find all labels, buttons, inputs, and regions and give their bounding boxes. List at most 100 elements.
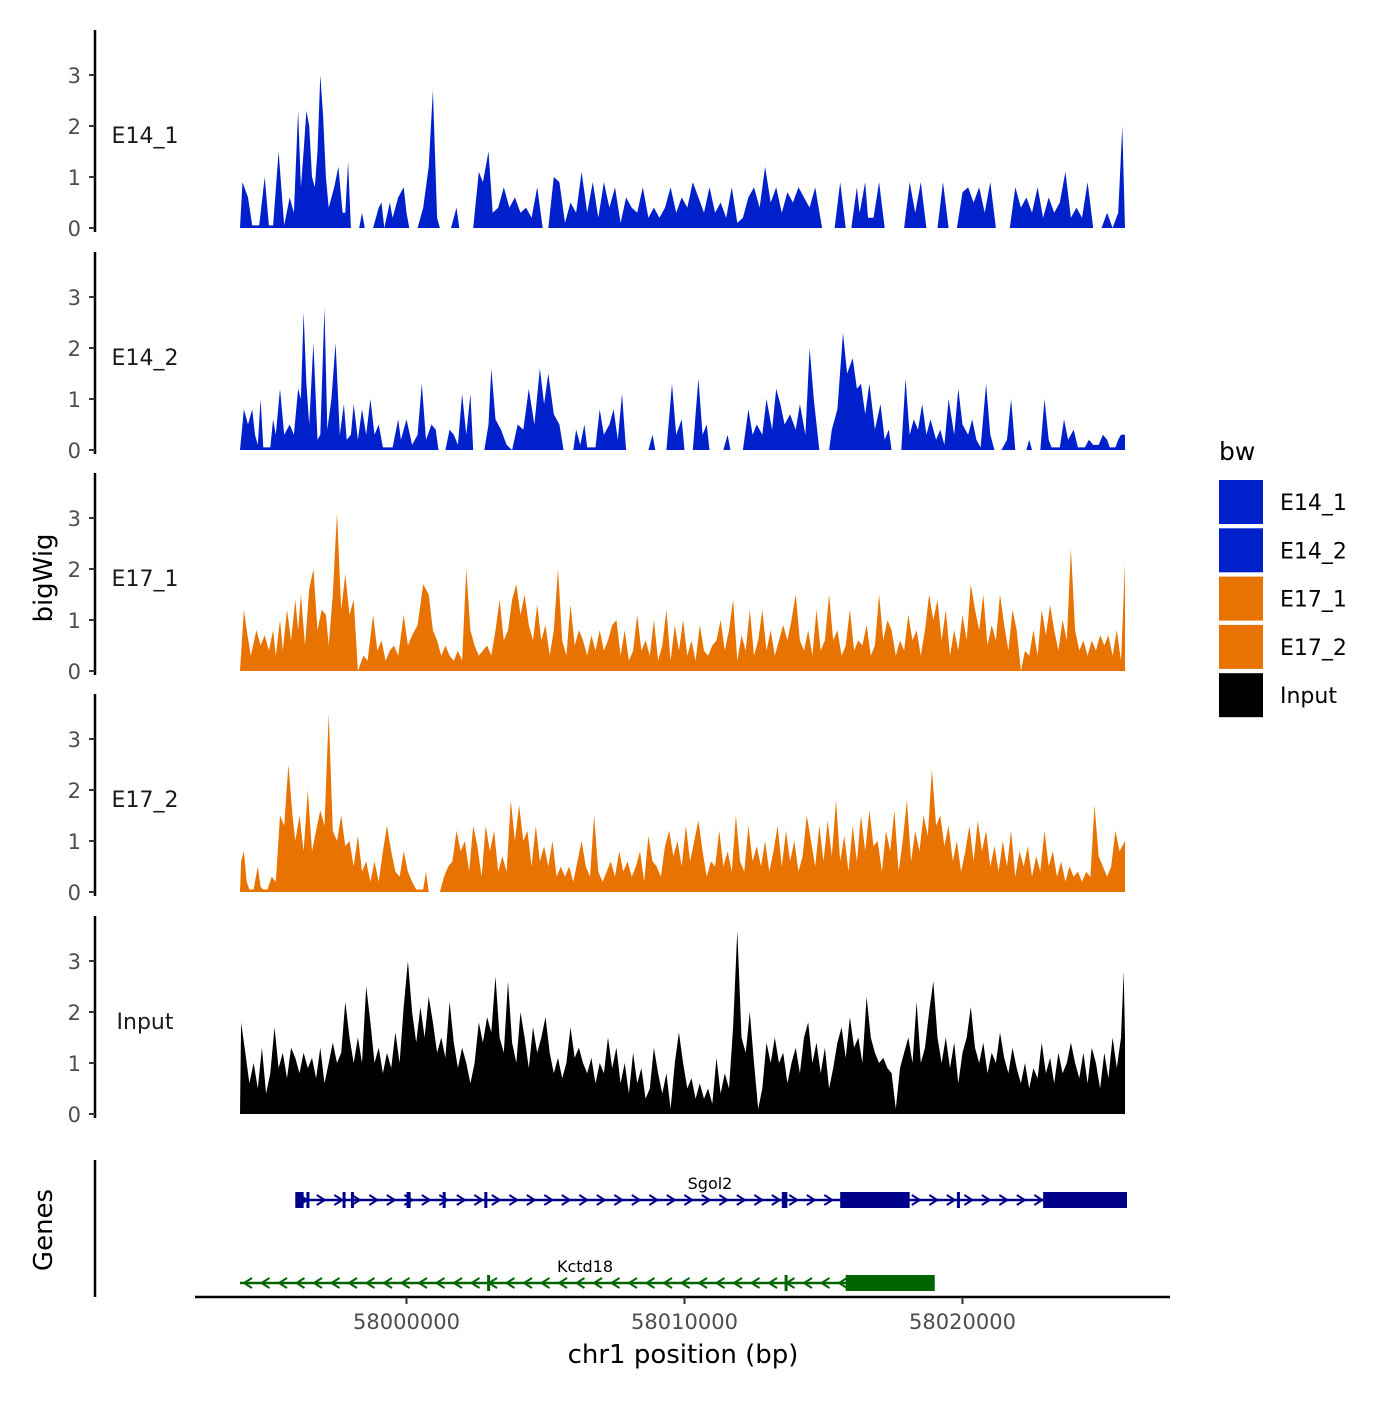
legend-item-input: Input bbox=[1219, 673, 1337, 718]
track-e17-2: 0 1 2 3 E17_2 bbox=[68, 694, 1125, 905]
strand-arrow bbox=[399, 1277, 411, 1289]
exon bbox=[781, 1192, 788, 1208]
strand-arrow bbox=[609, 1277, 621, 1289]
strand-arrow bbox=[627, 1277, 638, 1289]
legend-title: bw bbox=[1219, 437, 1255, 466]
track-e14-2: 0 1 2 3 E14_2 bbox=[68, 252, 1125, 463]
strand-arrow bbox=[543, 1194, 555, 1206]
exon bbox=[487, 1275, 491, 1291]
strand-arrow bbox=[714, 1277, 726, 1289]
track-label: Input bbox=[117, 1010, 174, 1035]
signal-area-e17_2 bbox=[240, 713, 1125, 892]
legend-label: Input bbox=[1280, 684, 1337, 709]
exon bbox=[956, 1192, 960, 1208]
strand-arrow bbox=[683, 1194, 695, 1206]
strand-arrow bbox=[294, 1277, 306, 1289]
strand-arrow bbox=[526, 1194, 537, 1206]
strand-arrow bbox=[701, 1194, 712, 1206]
strand-arrow bbox=[749, 1277, 761, 1289]
y-tick-label: 3 bbox=[68, 64, 81, 88]
legend: bw E14_1 E14_2 E17_1 E17_2 Input bbox=[1219, 437, 1347, 718]
strand-arrow bbox=[697, 1277, 708, 1289]
exon bbox=[442, 1192, 446, 1208]
x-tick-label: 58010000 bbox=[631, 1310, 738, 1334]
legend-swatch bbox=[1219, 624, 1263, 669]
signal-area-e14_1 bbox=[240, 75, 1125, 228]
y-tick-label: 1 bbox=[68, 609, 81, 633]
y-tick-label: 1 bbox=[68, 830, 81, 854]
strand-arrow bbox=[666, 1194, 677, 1206]
strand-arrow bbox=[662, 1277, 673, 1289]
genes-track: Sgol2 Kctd18 bbox=[93, 1160, 1127, 1297]
strand-arrow bbox=[946, 1194, 957, 1206]
y-tick-label: 2 bbox=[68, 337, 81, 361]
strand-arrow bbox=[613, 1194, 625, 1206]
strand-arrow bbox=[928, 1194, 940, 1206]
strand-arrow bbox=[837, 1277, 848, 1289]
track-e14-1: 0 1 2 3 E14_1 bbox=[68, 30, 1125, 241]
y-tick-label: 3 bbox=[68, 286, 81, 310]
legend-swatch bbox=[1219, 480, 1263, 524]
exon bbox=[840, 1192, 910, 1208]
y-tick-label: 2 bbox=[68, 558, 81, 582]
strand-arrow bbox=[911, 1194, 922, 1206]
exon bbox=[295, 1192, 304, 1208]
strand-arrow bbox=[473, 1194, 485, 1206]
y-tick-label: 0 bbox=[68, 881, 81, 905]
legend-label: E14_1 bbox=[1280, 491, 1347, 516]
strand-arrow bbox=[819, 1277, 831, 1289]
strand-arrow bbox=[981, 1194, 992, 1206]
x-axis: 58000000 58010000 58020000 bbox=[195, 1295, 1170, 1334]
legend-label: E14_2 bbox=[1280, 539, 1347, 564]
strand-arrow bbox=[963, 1194, 975, 1206]
strand-arrow bbox=[316, 1194, 327, 1206]
strand-arrow bbox=[421, 1194, 432, 1206]
strand-arrow bbox=[753, 1194, 765, 1206]
strand-arrow bbox=[347, 1277, 358, 1289]
strand-arrow bbox=[592, 1277, 603, 1289]
signal-area-e17_1 bbox=[240, 512, 1125, 671]
legend-item-e17-2: E17_2 bbox=[1219, 624, 1347, 669]
y-tick-label: 0 bbox=[68, 660, 81, 684]
strand-arrow bbox=[648, 1194, 660, 1206]
y-tick-label: 0 bbox=[68, 1103, 81, 1127]
exon bbox=[1043, 1192, 1127, 1208]
strand-arrow bbox=[561, 1194, 572, 1206]
y-axis-title: bigWig bbox=[29, 533, 59, 622]
strand-arrow bbox=[364, 1277, 376, 1289]
strand-arrow bbox=[312, 1277, 323, 1289]
gene-label: Kctd18 bbox=[557, 1257, 613, 1276]
strand-arrow bbox=[259, 1277, 271, 1289]
strand-arrow bbox=[574, 1277, 586, 1289]
strand-arrow bbox=[596, 1194, 607, 1206]
strand-arrow bbox=[732, 1277, 743, 1289]
strand-arrow bbox=[631, 1194, 642, 1206]
strand-arrow bbox=[456, 1194, 467, 1206]
exon bbox=[342, 1192, 346, 1208]
strand-arrow bbox=[736, 1194, 747, 1206]
gene-kctd18: Kctd18 bbox=[240, 1257, 935, 1291]
exon bbox=[784, 1275, 788, 1291]
exon bbox=[350, 1192, 354, 1208]
strand-arrow bbox=[771, 1194, 782, 1206]
strand-arrow bbox=[329, 1277, 341, 1289]
track-label: E14_1 bbox=[112, 124, 179, 149]
track-label: E17_2 bbox=[112, 788, 179, 813]
track-label: E17_1 bbox=[112, 567, 179, 592]
gene-label: Sgol2 bbox=[688, 1174, 733, 1193]
x-axis-title: chr1 position (bp) bbox=[568, 1340, 799, 1370]
strand-arrow bbox=[452, 1277, 463, 1289]
legend-item-e14-2: E14_2 bbox=[1219, 528, 1347, 573]
y-tick-label: 1 bbox=[68, 1052, 81, 1076]
y-tick-label: 1 bbox=[68, 388, 81, 412]
y-tick-label: 2 bbox=[68, 1001, 81, 1025]
gene-sgol2: Sgol2 bbox=[295, 1174, 1127, 1208]
strand-arrow bbox=[578, 1194, 590, 1206]
strand-arrow bbox=[522, 1277, 533, 1289]
tracks-area: 0 1 2 3 E14_1 0 1 2 3 E14_2 0 1 2 3 E17_1 0 1 2 3 E17_2 0 1 2 3… bbox=[68, 30, 1125, 1127]
y-tick-label: 3 bbox=[68, 728, 81, 752]
x-tick-label: 58020000 bbox=[909, 1310, 1016, 1334]
strand-arrow bbox=[242, 1277, 253, 1289]
strand-arrow bbox=[434, 1277, 446, 1289]
